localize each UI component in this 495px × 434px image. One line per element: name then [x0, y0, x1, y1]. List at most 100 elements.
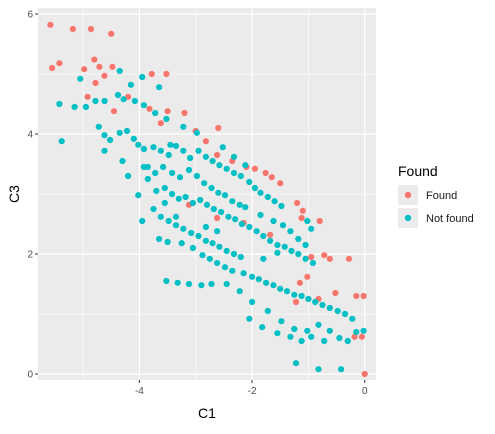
point-found [332, 289, 339, 297]
point-not-found [230, 153, 238, 160]
point-not-found [208, 184, 215, 192]
point-found [49, 64, 56, 72]
point-not-found [152, 169, 159, 177]
point-not-found [259, 324, 266, 331]
point-not-found [283, 288, 291, 295]
point-not-found [188, 229, 195, 237]
point-not-found [270, 282, 277, 289]
point-not-found [185, 280, 193, 288]
point-not-found [199, 252, 206, 259]
point-found [345, 255, 353, 262]
point-found [47, 21, 54, 28]
point-not-found [150, 144, 157, 151]
point-not-found [270, 217, 277, 225]
point-not-found [163, 115, 170, 123]
point-found [96, 63, 103, 70]
point-found [164, 108, 171, 115]
y-tick-label: 0 [27, 370, 33, 381]
point-found [316, 217, 323, 225]
point-not-found [274, 330, 281, 337]
point-found [326, 255, 333, 262]
point-not-found [101, 132, 108, 139]
point-not-found [249, 298, 256, 306]
point-not-found [257, 189, 264, 196]
point-not-found [321, 337, 328, 345]
point-not-found [237, 253, 244, 261]
point-not-found [274, 241, 281, 249]
legend: Found Found Not found [398, 163, 474, 228]
point-not-found [271, 198, 278, 205]
point-not-found [237, 172, 244, 180]
point-not-found [295, 235, 302, 243]
point-not-found [92, 97, 99, 105]
point-not-found [278, 202, 285, 210]
point-not-found [349, 315, 356, 322]
point-found [268, 174, 275, 181]
point-not-found [150, 205, 157, 213]
point-found [277, 180, 284, 187]
point-not-found [246, 315, 253, 322]
point-not-found [230, 169, 238, 177]
point-not-found [135, 141, 142, 148]
point-not-found [161, 199, 168, 207]
point-not-found [308, 225, 315, 232]
point-not-found [157, 147, 164, 154]
points-layer [47, 21, 368, 378]
point-not-found [287, 228, 294, 235]
point-not-found [309, 259, 316, 267]
point-not-found [232, 216, 239, 223]
point-not-found [198, 282, 205, 289]
point-not-found [287, 333, 294, 340]
point-found [157, 120, 164, 127]
point-not-found [338, 366, 345, 373]
legend-title: Found [398, 163, 438, 179]
point-not-found [288, 247, 295, 255]
point-not-found [236, 288, 243, 295]
point-not-found [216, 162, 223, 169]
point-not-found [161, 184, 168, 192]
point-not-found [101, 147, 108, 154]
point-not-found [298, 292, 305, 300]
point-not-found [123, 127, 131, 135]
point-not-found [291, 291, 298, 298]
point-not-found [221, 192, 229, 199]
point-not-found [249, 273, 256, 280]
point-not-found [172, 222, 180, 229]
point-found [262, 169, 269, 177]
point-not-found [240, 270, 247, 277]
point-not-found [209, 157, 216, 165]
point-not-found [264, 193, 271, 201]
point-found [202, 138, 209, 145]
point-not-found [260, 232, 267, 240]
point-not-found [169, 190, 176, 198]
point-found [361, 370, 368, 378]
point-not-found [176, 174, 184, 181]
point-not-found [344, 337, 351, 345]
point-not-found [304, 327, 311, 334]
point-not-found [174, 279, 181, 286]
point-found [294, 199, 301, 207]
legend-not-found-point [404, 214, 412, 222]
y-tick-label: 2 [27, 250, 33, 261]
point-not-found [163, 277, 170, 285]
point-found [91, 56, 98, 63]
point-not-found [165, 217, 172, 225]
point-not-found [302, 241, 309, 249]
point-not-found [219, 144, 226, 151]
point-not-found [187, 154, 194, 162]
point-not-found [242, 162, 249, 169]
point-not-found [116, 67, 123, 75]
point-not-found [253, 228, 260, 235]
point-not-found [139, 73, 146, 81]
x-axis-title: C1 [198, 405, 216, 421]
point-not-found [305, 295, 312, 303]
point-found [251, 165, 258, 172]
point-not-found [71, 103, 78, 111]
point-not-found [353, 328, 360, 336]
point-not-found [295, 250, 302, 258]
point-not-found [315, 366, 322, 373]
point-not-found [139, 217, 146, 225]
point-found [298, 214, 305, 222]
point-found [353, 292, 360, 300]
